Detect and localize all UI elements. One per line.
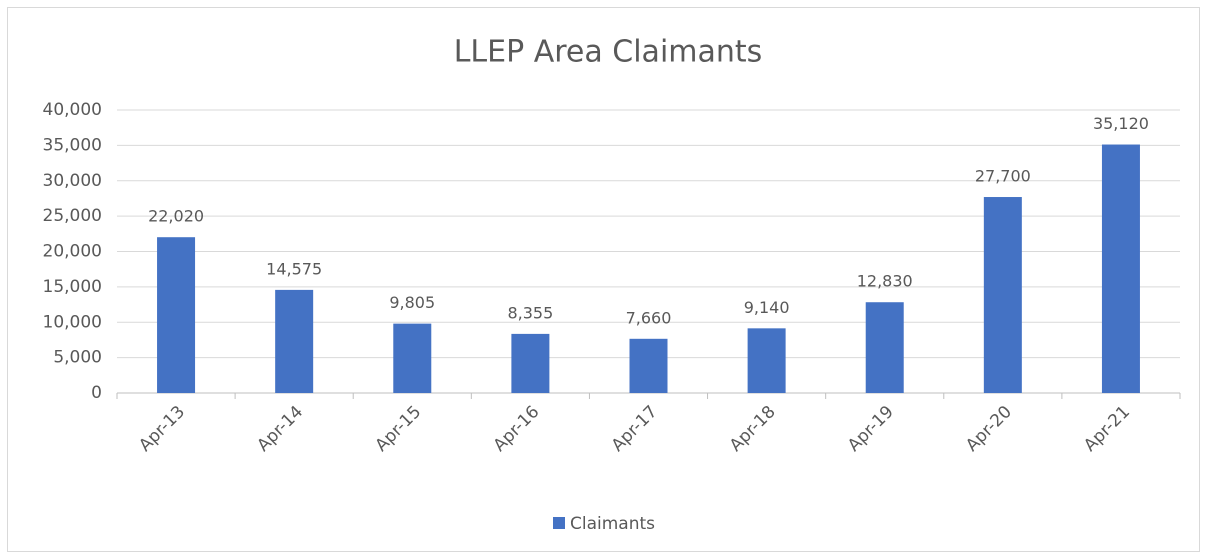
y-tick-label: 20,000 xyxy=(43,242,102,262)
data-label: 12,830 xyxy=(857,272,913,291)
bar xyxy=(747,328,786,393)
y-tick-label: 0 xyxy=(91,383,102,403)
y-tick-label: 35,000 xyxy=(43,135,102,155)
y-tick-label: 40,000 xyxy=(43,100,102,120)
y-tick-label: 15,000 xyxy=(43,277,102,297)
bar xyxy=(275,289,314,393)
data-label: 14,575 xyxy=(266,259,322,278)
bar xyxy=(393,323,432,393)
data-label: 22,020 xyxy=(148,207,204,226)
data-label: 9,805 xyxy=(389,293,435,312)
legend-label: Claimants xyxy=(570,514,655,534)
y-tick-label: 5,000 xyxy=(53,348,102,368)
bar xyxy=(511,333,550,393)
y-tick-label: 30,000 xyxy=(43,171,102,191)
bar xyxy=(157,237,196,393)
bar xyxy=(1101,144,1140,393)
data-label: 27,700 xyxy=(975,167,1031,186)
data-label: 7,660 xyxy=(626,308,672,327)
bar xyxy=(983,197,1022,393)
y-tick-label: 25,000 xyxy=(43,206,102,226)
bar xyxy=(865,302,904,393)
y-tick-label: 10,000 xyxy=(43,312,102,332)
data-label: 8,355 xyxy=(507,303,553,322)
chart-title: LLEP Area Claimants xyxy=(454,35,763,70)
legend-swatch xyxy=(553,517,565,529)
data-label: 35,120 xyxy=(1093,114,1149,133)
data-label: 9,140 xyxy=(744,298,790,317)
bar xyxy=(629,338,668,393)
